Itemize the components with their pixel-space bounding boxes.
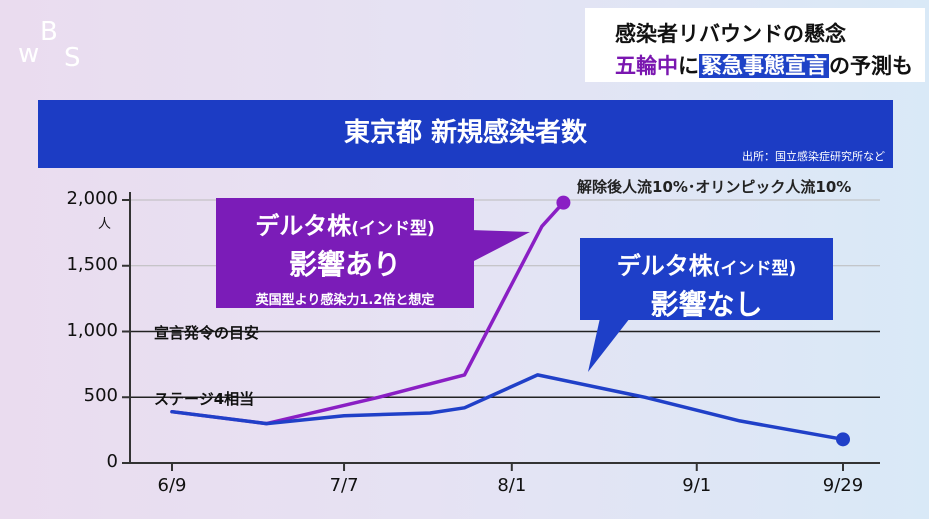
- chart-title: 東京都 新規感染者数: [343, 118, 588, 148]
- callout-delta-title: デルタ株(インド型): [216, 206, 474, 241]
- reference-label-stage4: ステージ4相当: [154, 390, 255, 408]
- headline-line1: 感染者リバウンドの懸念: [615, 22, 846, 46]
- callout-delta-pointer: [470, 230, 530, 262]
- headline-forecast: の予測も: [829, 54, 913, 78]
- callout-delta-strain: デルタ株: [255, 212, 352, 240]
- callout-no-delta-impact: デルタ株(インド型) 影響なし: [580, 238, 833, 321]
- headline-emergency: 緊急事態宣言: [699, 54, 829, 78]
- headline-olympics: 五輪中: [615, 54, 678, 78]
- callout-nodelta-effect: 影響なし: [650, 288, 763, 321]
- chart-source: 出所：国立感染症研究所など: [742, 150, 885, 163]
- headline-line2: 五輪中に緊急事態宣言の予測も: [615, 50, 913, 80]
- y-tick-label-500: 500: [83, 385, 118, 407]
- reference-label-emergency: 宣言発令の目安: [154, 324, 260, 342]
- callout-nodelta-paren: (インド型): [712, 259, 797, 279]
- series-line-1: [170, 373, 845, 442]
- callout-nodelta-strain: デルタ株: [616, 252, 713, 280]
- logo-s: S: [64, 43, 81, 70]
- y-tick-label-1000: 1,000: [66, 319, 118, 341]
- y-tick-label-0: 0: [106, 451, 118, 472]
- series-end-point-0: [556, 195, 571, 210]
- headline-ni: に: [678, 54, 699, 78]
- chart-note: 解除後人流10%･オリンピック人流10%: [577, 178, 852, 196]
- callout-delta-effect: 影響あり: [288, 248, 401, 281]
- y-tick-label-1500: 1,500: [66, 253, 118, 275]
- logo-b: B: [40, 17, 58, 47]
- x-tick-label-4: 9/29: [823, 475, 863, 496]
- logo-w: w: [18, 39, 39, 69]
- callout-nodelta-title: デルタ株(インド型): [580, 246, 833, 281]
- x-tick-label-2: 8/1: [497, 475, 526, 496]
- callout-delta-impact: デルタ株(インド型) 影響あり 英国型より感染力1.2倍と想定: [216, 198, 474, 308]
- y-axis-unit: 人: [98, 217, 112, 232]
- y-tick-label-2000: 2,000: [66, 188, 118, 209]
- callout-delta-assumption: 英国型より感染力1.2倍と想定: [255, 293, 435, 308]
- callout-nodelta-pointer: [588, 318, 630, 372]
- headline-box: 感染者リバウンドの懸念 五輪中に緊急事態宣言の予測も: [585, 8, 925, 82]
- x-tick-label-0: 6/9: [158, 475, 187, 496]
- x-tick-label-3: 9/1: [682, 475, 711, 496]
- x-tick-label-1: 7/7: [330, 475, 359, 496]
- chart-title-bar: 東京都 新規感染者数 出所：国立感染症研究所など: [38, 100, 893, 168]
- wbs-logo: w B S: [18, 17, 81, 70]
- callout-delta-paren: (インド型): [351, 219, 435, 239]
- series-end-point-1: [836, 432, 850, 447]
